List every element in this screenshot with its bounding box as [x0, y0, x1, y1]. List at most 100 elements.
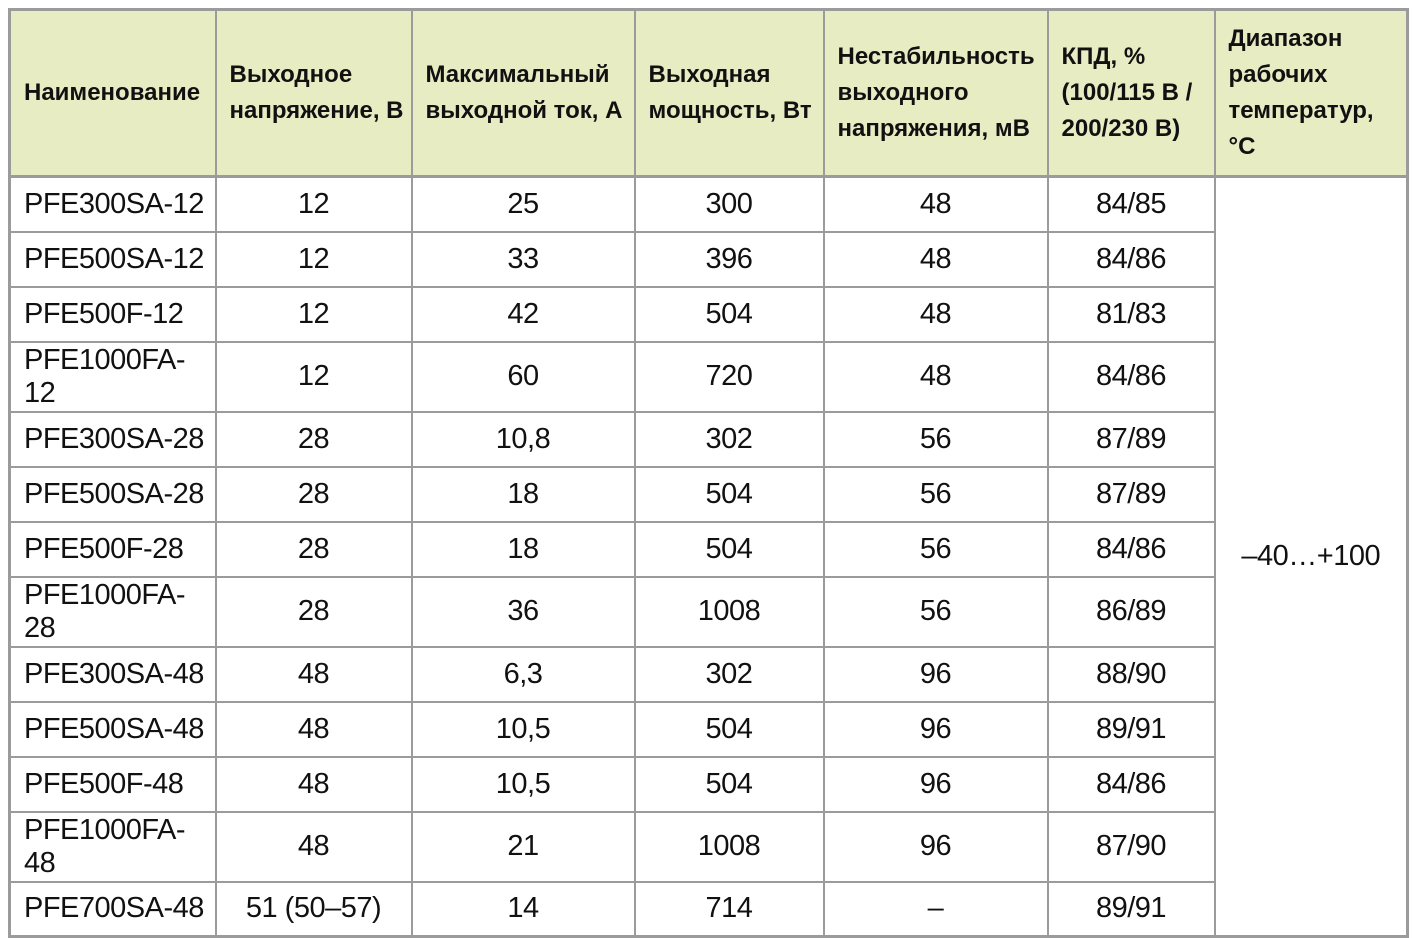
cell-output-power: 504	[633, 285, 825, 343]
cell-output-power: 1008	[633, 575, 825, 648]
cell-voltage-instability: 56	[822, 410, 1049, 468]
cell-name: PFE1000FA-28	[8, 575, 217, 648]
cell-voltage-instability: 96	[822, 755, 1049, 813]
cell-output-voltage: 28	[214, 520, 413, 578]
cell-output-power: 504	[633, 755, 825, 813]
cell-voltage-instability: 56	[822, 575, 1049, 648]
cell-max-output-current: 10,5	[410, 700, 636, 758]
table-row: PFE500F-48 48 10,5 504 96 84/86	[8, 755, 1408, 813]
column-header-output-voltage: Выходное напряжение, В	[214, 8, 413, 178]
cell-output-power: 504	[633, 465, 825, 523]
cell-max-output-current: 18	[410, 465, 636, 523]
cell-efficiency: 89/91	[1046, 880, 1216, 938]
header-row: Наименование Выходное напряжение, В Макс…	[8, 8, 1409, 178]
cell-output-voltage: 48	[214, 755, 413, 813]
column-header-voltage-instability: Нестабильность выходного напряжения, мВ	[822, 8, 1049, 178]
cell-max-output-current: 36	[410, 575, 636, 648]
cell-efficiency: 84/86	[1046, 755, 1216, 813]
cell-voltage-instability: 56	[822, 465, 1049, 523]
column-header-max-output-current: Максимальный выходной ток, А	[410, 8, 636, 178]
cell-name: PFE300SA-12	[8, 175, 217, 233]
cell-name: PFE500F-48	[8, 755, 217, 813]
table-row: PFE1000FA-28 28 36 1008 56 86/89	[8, 575, 1408, 648]
cell-efficiency: 84/86	[1046, 340, 1216, 413]
cell-output-voltage: 12	[214, 340, 413, 413]
cell-max-output-current: 6,3	[410, 645, 636, 703]
cell-voltage-instability: 56	[822, 520, 1049, 578]
cell-name: PFE300SA-48	[8, 645, 217, 703]
cell-output-power: 504	[633, 520, 825, 578]
cell-output-voltage: 48	[214, 810, 413, 883]
cell-output-power: 396	[633, 230, 825, 288]
cell-max-output-current: 14	[410, 880, 636, 938]
cell-name: PFE1000FA-12	[8, 340, 217, 413]
cell-name: PFE300SA-28	[8, 410, 217, 468]
cell-efficiency: 87/89	[1046, 465, 1216, 523]
cell-voltage-instability: 96	[822, 700, 1049, 758]
cell-name: PFE500SA-12	[8, 230, 217, 288]
cell-efficiency: 84/85	[1046, 175, 1216, 233]
cell-output-voltage: 48	[214, 700, 413, 758]
table-row: PFE500SA-12 12 33 396 48 84/86	[8, 230, 1408, 288]
cell-output-voltage: 28	[214, 575, 413, 648]
table-row: PFE500SA-48 48 10,5 504 96 89/91	[8, 700, 1408, 758]
table-row: PFE500SA-28 28 18 504 56 87/89	[8, 465, 1408, 523]
cell-efficiency: 81/83	[1046, 285, 1216, 343]
cell-max-output-current: 33	[410, 230, 636, 288]
table-row: PFE500F-12 12 42 504 48 81/83	[8, 285, 1408, 343]
cell-efficiency: 87/89	[1046, 410, 1216, 468]
cell-efficiency: 84/86	[1046, 230, 1216, 288]
column-header-output-power: Выходная мощность, Вт	[633, 8, 825, 178]
cell-output-power: 302	[633, 410, 825, 468]
cell-name: PFE500F-28	[8, 520, 217, 578]
cell-max-output-current: 21	[410, 810, 636, 883]
cell-output-power: 1008	[633, 810, 825, 883]
cell-voltage-instability: –	[822, 880, 1049, 938]
cell-efficiency: 86/89	[1046, 575, 1216, 648]
spec-table-header: Наименование Выходное напряжение, В Макс…	[8, 8, 1409, 178]
cell-name: PFE500SA-48	[8, 700, 217, 758]
cell-name: PFE500SA-28	[8, 465, 217, 523]
cell-efficiency: 88/90	[1046, 645, 1216, 703]
cell-temperature-range: –40…+100	[1213, 175, 1409, 938]
cell-voltage-instability: 48	[822, 285, 1049, 343]
cell-efficiency: 89/91	[1046, 700, 1216, 758]
column-header-efficiency: КПД, % (100/115 В / 200/230 В)	[1046, 8, 1216, 178]
spec-table-body: PFE300SA-12 12 25 300 48 84/85 –40…+100 PFE500S…	[8, 175, 1409, 938]
cell-max-output-current: 18	[410, 520, 636, 578]
cell-voltage-instability: 96	[822, 810, 1049, 883]
cell-efficiency: 87/90	[1046, 810, 1216, 883]
cell-name: PFE1000FA-48	[8, 810, 217, 883]
cell-voltage-instability: 48	[822, 175, 1049, 233]
table-row: PFE1000FA-12 12 60 720 48 84/86	[8, 340, 1408, 413]
cell-output-power: 302	[633, 645, 825, 703]
cell-max-output-current: 10,5	[410, 755, 636, 813]
cell-output-voltage: 12	[214, 285, 413, 343]
table-row: PFE300SA-48 48 6,3 302 96 88/90	[8, 645, 1408, 703]
cell-output-voltage: 28	[214, 410, 413, 468]
column-header-name: Наименование	[8, 8, 217, 178]
cell-name: PFE500F-12	[8, 285, 217, 343]
cell-output-power: 714	[633, 880, 825, 938]
cell-voltage-instability: 48	[822, 340, 1049, 413]
cell-output-power: 720	[633, 340, 825, 413]
table-row: PFE1000FA-48 48 21 1008 96 87/90	[8, 810, 1408, 883]
table-row: PFE300SA-28 28 10,8 302 56 87/89	[8, 410, 1408, 468]
table-row: PFE700SA-48 51 (50–57) 14 714–89/91	[8, 880, 1408, 938]
column-header-temperature-range: Диапазон рабочих температур, °С	[1213, 8, 1409, 178]
spec-table: Наименование Выходное напряжение, В Макс…	[8, 8, 1409, 938]
table-row: PFE300SA-12 12 25 300 48 84/85 –40…+100	[8, 175, 1409, 938]
cell-output-power: 504	[633, 700, 825, 758]
cell-name: PFE700SA-48	[8, 880, 217, 938]
cell-voltage-instability: 48	[822, 230, 1049, 288]
cell-output-voltage: 48	[214, 645, 413, 703]
cell-output-voltage: 12	[214, 230, 413, 288]
cell-output-voltage: 12	[214, 175, 413, 233]
cell-output-voltage: 28	[214, 465, 413, 523]
table-row: PFE500F-28 28 18 504 56 84/86	[8, 520, 1408, 578]
cell-max-output-current: 10,8	[410, 410, 636, 468]
cell-efficiency: 84/86	[1046, 520, 1216, 578]
cell-max-output-current: 60	[410, 340, 636, 413]
cell-voltage-instability: 96	[822, 645, 1049, 703]
